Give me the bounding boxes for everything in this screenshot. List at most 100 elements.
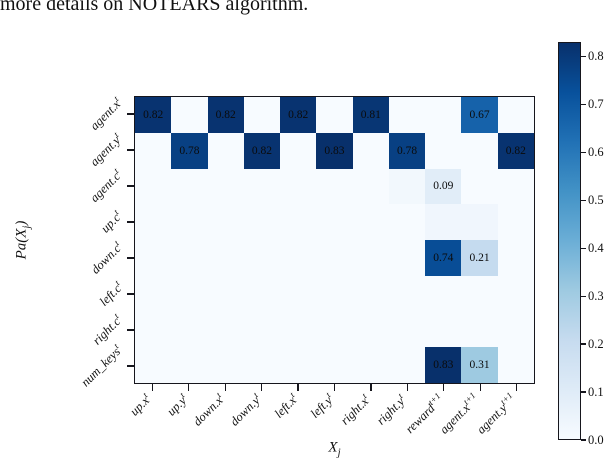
tick-mark <box>479 384 481 391</box>
cell-value: 0.09 <box>433 180 454 193</box>
heatmap-cell <box>280 132 317 169</box>
cell-value: 0.83 <box>324 144 345 157</box>
caption-text: more details on NOTEARS algorithm. <box>0 0 309 15</box>
colorbar-tick-label: 0.8 <box>588 49 604 64</box>
cell-value: 0.83 <box>433 359 454 372</box>
cell-value: 0.78 <box>396 144 418 157</box>
colorbar-tick-label: 0.7 <box>588 97 604 112</box>
heatmap-cell <box>316 311 353 348</box>
heatmap-cell <box>388 275 426 312</box>
cell-value: 0.21 <box>469 251 490 264</box>
heatmap-cell <box>171 240 208 276</box>
heatmap-cell <box>316 347 353 383</box>
cell-value: 0.81 <box>360 108 381 121</box>
heatmap-cell: 0.09 <box>425 168 462 205</box>
colorbar <box>558 42 581 440</box>
heatmap-cell <box>135 311 172 348</box>
heatmap-cell <box>425 132 462 169</box>
heatmap-cell <box>352 240 389 276</box>
heatmap-cell: 0.67 <box>461 97 498 133</box>
heatmap-cell <box>280 311 317 348</box>
heatmap-cell <box>497 347 534 383</box>
heatmap-cell <box>243 275 281 312</box>
heatmap-cell <box>135 347 172 383</box>
heatmap-cell <box>135 204 172 240</box>
heatmap-cell: 0.82 <box>243 132 281 169</box>
tick-mark <box>127 149 134 151</box>
tick-mark <box>581 55 586 57</box>
x-axis-label: Xj <box>328 439 341 459</box>
y-tick-label: down.ct <box>88 237 124 277</box>
x-tick-label: right.xt <box>337 390 372 428</box>
heatmap-cell <box>243 347 281 383</box>
heatmap-cell <box>425 311 462 348</box>
y-tick-label: right.ct <box>89 310 124 348</box>
x-tick-label: left.yt <box>307 390 336 422</box>
colorbar-tick-label: 0.5 <box>588 193 604 208</box>
tick-mark <box>581 391 586 393</box>
x-tick-label: left.xt <box>271 390 299 422</box>
heatmap-cell <box>388 347 426 383</box>
heatmap-cell <box>497 204 534 240</box>
tick-mark <box>581 247 586 249</box>
x-tick-label: up.yt <box>164 390 189 419</box>
heatmap-cell <box>280 168 317 205</box>
cell-value: 0.82 <box>215 108 236 121</box>
colorbar-tick-label: 0.6 <box>588 145 604 160</box>
heatmap-cell <box>171 168 208 205</box>
cell-value: 0.82 <box>288 108 309 121</box>
tick-mark <box>333 384 336 391</box>
tick-mark <box>127 293 134 295</box>
heatmap-cell <box>171 204 208 240</box>
heatmap-cell <box>280 275 317 312</box>
tick-mark <box>127 257 134 259</box>
heatmap-cell: 0.74 <box>425 240 462 276</box>
heatmap-cell <box>316 275 353 312</box>
tick-mark <box>297 384 299 391</box>
heatmap-cell <box>243 204 281 240</box>
heatmap-cell <box>352 204 389 240</box>
heatmap-cell <box>171 311 208 348</box>
heatmap-cell <box>171 347 208 383</box>
tick-mark <box>224 384 226 391</box>
heatmap-cell <box>352 275 389 312</box>
heatmap-cell <box>207 204 244 240</box>
tick-mark <box>581 295 586 297</box>
cell-value: 0.74 <box>433 251 454 264</box>
x-tick-label: agent.yt+1 <box>473 390 515 438</box>
heatmap-cell <box>461 204 498 240</box>
heatmap-cell <box>425 204 462 240</box>
x-tick-label: up.xt <box>127 390 153 419</box>
heatmap-cell <box>352 311 389 348</box>
tick-mark <box>581 103 586 105</box>
heatmap-cell <box>352 168 389 205</box>
heatmap-cell <box>135 240 172 276</box>
colorbar-tick-label: 0.4 <box>588 241 604 256</box>
tick-mark <box>260 384 263 391</box>
heatmap-cell <box>425 275 462 312</box>
y-axis-label: Pa(Xj) <box>13 220 33 260</box>
heatmap-cell <box>280 347 317 383</box>
heatmap-cell <box>280 240 317 276</box>
heatmap-cell: 0.81 <box>352 97 389 133</box>
heatmap-cell: 0.31 <box>461 347 498 383</box>
heatmap-cell: 0.82 <box>280 97 317 133</box>
heatmap-cell <box>388 168 426 205</box>
cell-value: 0.67 <box>469 108 490 121</box>
heatmap-cell: 0.82 <box>207 97 244 133</box>
colorbar-tick-label: 0.2 <box>588 337 604 352</box>
heatmap-cell: 0.78 <box>388 132 426 169</box>
heatmap-cell: 0.78 <box>171 132 208 169</box>
heatmap-cell <box>316 240 353 276</box>
tick-mark <box>516 384 518 391</box>
heatmap: 0.82 0.82 0.82 0.81 0.67 0.78 0.82 0.83 0.78 0.82… <box>134 96 535 384</box>
heatmap-cell <box>207 168 244 205</box>
heatmap-cell <box>388 204 426 240</box>
heatmap-cell <box>316 168 353 205</box>
heatmap-cell <box>135 168 172 205</box>
heatmap-cell <box>461 168 498 205</box>
tick-mark <box>127 221 134 223</box>
heatmap-cell <box>497 311 534 348</box>
heatmap-cell <box>207 132 244 169</box>
